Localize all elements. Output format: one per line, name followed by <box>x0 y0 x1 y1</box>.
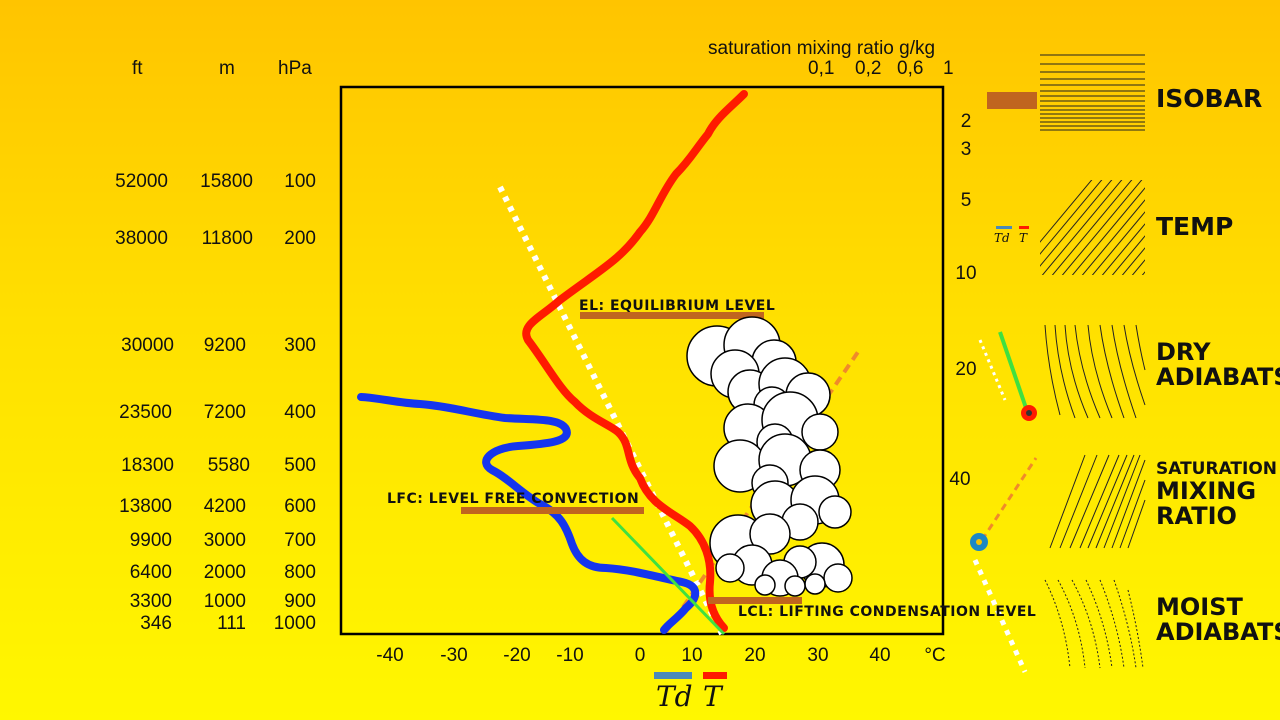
hpa-header: hPa <box>278 58 312 79</box>
ft-value: 9900 <box>129 530 172 551</box>
mixing-ratio-sample-icon <box>980 457 1038 541</box>
ft-value: 13800 <box>119 496 172 517</box>
parcel-sample-icon <box>998 331 1028 409</box>
hpa-value: 700 <box>284 530 316 551</box>
isobar-label: ISOBAR <box>1156 84 1263 113</box>
lcl-label: LCL: LIFTING CONDENSATION LEVEL <box>738 604 1037 620</box>
hpa-value: 200 <box>284 228 316 249</box>
temperature-lines <box>1040 180 1145 275</box>
m-value: 15800 <box>200 171 253 192</box>
t-mini-swatch <box>1019 226 1029 229</box>
dry-adiabats-label: DRY ADIABATS <box>1156 338 1280 392</box>
x-tick-label: 10 <box>681 645 703 666</box>
ft-value: 3300 <box>129 591 172 612</box>
m-value: 11800 <box>201 228 253 249</box>
smr-right-value: 20 <box>955 359 977 380</box>
smr-value: 1 <box>943 58 954 79</box>
smr-right-value: 3 <box>960 139 972 160</box>
cumulus-cloud <box>686 316 853 597</box>
ft-value: 38000 <box>115 228 168 249</box>
dewpoint-curve <box>357 393 700 634</box>
hpa-value: 800 <box>284 562 316 583</box>
smr-line2: MIXING <box>1156 476 1257 505</box>
dry-line1: DRY <box>1156 338 1211 366</box>
hpa-value: 100 <box>284 171 316 192</box>
x-tick-label: -40 <box>376 645 404 666</box>
ft-value: 23500 <box>119 402 172 423</box>
t-label: T <box>703 680 722 713</box>
td-mini-swatch <box>996 226 1012 229</box>
td-legend-swatch <box>654 672 692 679</box>
x-tick-label: 20 <box>744 645 766 666</box>
smr-value: 0,6 <box>897 58 924 79</box>
smr-right-value: 10 <box>955 263 977 284</box>
x-tick-label: 0 <box>634 645 646 666</box>
ft-header: ft <box>132 58 143 79</box>
lfc-label: LFC: LEVEL FREE CONVECTION <box>387 491 640 507</box>
smr-line1: SATURATION <box>1156 459 1278 479</box>
ft-value: 6400 <box>129 562 172 583</box>
x-tick-label: 30 <box>807 645 829 666</box>
t-legend-swatch <box>703 672 727 679</box>
temp-label: TEMP <box>1156 212 1234 241</box>
x-tick-label: -10 <box>556 645 584 666</box>
ft-value: 18300 <box>121 455 174 476</box>
m-value: 1000 <box>203 591 246 612</box>
ft-value: 346 <box>140 613 172 634</box>
m-value: 9200 <box>203 335 246 356</box>
m-value: 5580 <box>207 455 250 476</box>
moist-adiabats-label: MOIST ADIABATS <box>1156 593 1280 647</box>
isobar-swatch <box>987 92 1037 109</box>
dry-line2: ADIABATS <box>1156 363 1280 392</box>
el-label: EL: EQUILIBRIUM LEVEL <box>579 298 776 314</box>
m-header: m <box>219 58 235 79</box>
smr-value: 0,1 <box>808 58 835 79</box>
temperature-curve <box>522 90 748 632</box>
el-level-bar <box>580 312 764 319</box>
hpa-value: 600 <box>284 496 316 517</box>
smr-value: 0,2 <box>855 58 882 79</box>
m-value: 4200 <box>203 496 246 517</box>
x-tick-label: -20 <box>503 645 531 666</box>
plot-frame <box>339 85 945 636</box>
moist-adiabat-sample-icon <box>972 558 1028 674</box>
temp-t-label: T <box>1019 231 1028 245</box>
hpa-value: 500 <box>284 455 316 476</box>
td-label: Td <box>656 680 693 713</box>
m-value: 3000 <box>203 530 246 551</box>
moist-line2: ADIABATS <box>1156 618 1280 647</box>
hpa-value: 1000 <box>273 613 316 634</box>
x-tick-label: °C <box>924 645 946 666</box>
lfc-level-bar <box>461 507 644 514</box>
m-value: 111 <box>217 613 246 634</box>
m-value: 7200 <box>203 402 246 423</box>
moist-line1: MOIST <box>1156 593 1243 621</box>
smr-title: saturation mixing ratio g/kg <box>708 38 936 59</box>
ft-value: 52000 <box>115 171 168 192</box>
moist-adiabat-lines <box>1044 579 1144 669</box>
m-value: 2000 <box>203 562 246 583</box>
hpa-value: 900 <box>284 591 316 612</box>
isobar-lines <box>1040 54 1145 131</box>
ft-value: 30000 <box>121 335 174 356</box>
smr-right-value: 5 <box>960 190 972 211</box>
temp-td-label: Td <box>994 231 1010 245</box>
dry-adiabat-lines <box>1044 324 1146 419</box>
hpa-value: 300 <box>284 335 316 356</box>
x-tick-label: -30 <box>440 645 468 666</box>
hpa-value: 400 <box>284 402 316 423</box>
smr-right-value: 40 <box>949 469 971 490</box>
parcel-path-line <box>610 516 726 636</box>
mixing-ratio-lines <box>1049 454 1146 549</box>
smr-label: SATURATION MIXING RATIO <box>1156 459 1278 531</box>
x-tick-label: 40 <box>869 645 891 666</box>
lcl-level-bar <box>708 597 802 604</box>
smr-right-value: 2 <box>960 111 972 132</box>
smr-line3: RATIO <box>1156 502 1237 531</box>
